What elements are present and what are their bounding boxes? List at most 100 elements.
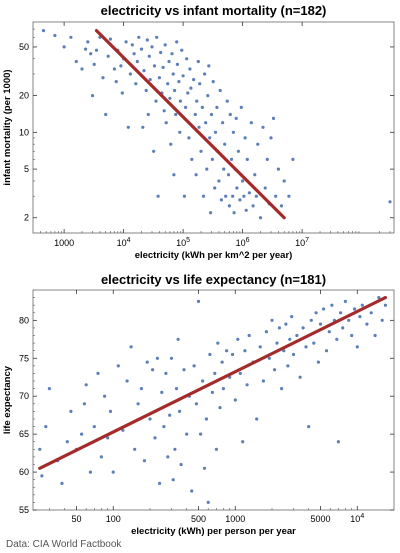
data-point (295, 333, 299, 338)
data-point (84, 383, 88, 387)
data-point (134, 82, 138, 86)
data-point (169, 356, 174, 360)
data-point (182, 368, 186, 372)
data-point (44, 425, 48, 429)
data-point (80, 67, 84, 71)
data-point (238, 198, 242, 202)
data-point (282, 179, 286, 183)
data-point (202, 466, 207, 470)
data-point (173, 447, 177, 451)
data-point (135, 59, 139, 64)
x-tick-label: 100 (106, 514, 121, 524)
data-point (221, 387, 225, 391)
y-tick-label: 75 (19, 353, 29, 363)
y-tick-label: 5 (24, 164, 29, 174)
data-point (125, 379, 129, 383)
data-point (253, 173, 257, 177)
data-point (189, 86, 193, 90)
data-point (274, 194, 278, 198)
data-point (144, 88, 148, 93)
data-point (82, 402, 86, 406)
data-point (225, 349, 229, 353)
data-point (112, 67, 116, 71)
data-point (192, 364, 196, 368)
data-point (80, 432, 84, 436)
data-point (380, 318, 384, 322)
y-tick-label: 10 (19, 127, 29, 137)
data-point (322, 307, 326, 311)
data-point (365, 322, 369, 326)
data-point (200, 105, 204, 109)
data-point (162, 109, 166, 113)
data-point (324, 349, 329, 353)
data-point (264, 330, 268, 334)
data-point (168, 96, 172, 100)
infant-mortality-chart: electricity vs infant mortality (n=182) 1… (2, 3, 395, 261)
data-point (247, 333, 251, 338)
data-point (223, 142, 227, 146)
x-tick-label: 5000 (311, 514, 331, 524)
data-point (104, 112, 108, 117)
data-point (235, 186, 239, 190)
data-point (94, 48, 99, 52)
data-point (215, 105, 219, 109)
data-point (148, 417, 152, 421)
fit-line (38, 295, 387, 470)
data-point (199, 432, 203, 436)
data-point (101, 76, 105, 80)
data-point (40, 474, 44, 478)
data-point (141, 125, 145, 129)
data-point (194, 402, 198, 406)
data-point (218, 88, 222, 93)
data-point (174, 112, 178, 117)
data-point (247, 191, 251, 195)
data-point (194, 173, 198, 177)
data-point (330, 303, 334, 307)
data-point (152, 64, 157, 68)
data-point (156, 194, 160, 198)
data-point (124, 40, 128, 44)
y-tick-label: 80 (19, 315, 29, 325)
data-point (221, 121, 225, 125)
data-point (277, 326, 281, 330)
data-point (229, 157, 234, 161)
data-point (343, 299, 347, 303)
y-tick-label: 2 (24, 213, 29, 223)
data-point (284, 322, 288, 326)
data-point (270, 318, 274, 322)
data-point (195, 99, 199, 103)
data-point (159, 50, 163, 55)
y-tick-label: 20 (19, 91, 29, 101)
data-point (217, 179, 221, 183)
data-point (157, 76, 161, 80)
data-point (162, 425, 166, 429)
source-note: Data: CIA World Factbook (6, 539, 122, 550)
data-point (196, 59, 200, 64)
data-point (60, 481, 64, 485)
data-point (128, 72, 132, 76)
data-point (69, 35, 73, 39)
data-point (280, 387, 284, 391)
data-point (347, 318, 351, 322)
data-point (150, 45, 154, 49)
data-point (236, 149, 240, 153)
data-point (106, 436, 110, 440)
data-point (258, 216, 263, 220)
data-point (180, 48, 184, 52)
x-tick-label: 500 (191, 514, 206, 524)
data-point (232, 211, 236, 215)
data-point (353, 307, 357, 311)
data-point (179, 462, 183, 467)
data-point (182, 194, 186, 198)
data-point (92, 62, 96, 66)
data-point (267, 356, 271, 360)
data-point (238, 371, 242, 375)
life-expectancy-chart: electricity vs life expectancy (n=181) 50… (2, 272, 395, 537)
data-point (174, 387, 179, 391)
data-point (41, 29, 46, 33)
data-point (298, 375, 302, 379)
data-point (175, 40, 179, 44)
data-point (307, 425, 311, 429)
data-point (309, 318, 313, 322)
